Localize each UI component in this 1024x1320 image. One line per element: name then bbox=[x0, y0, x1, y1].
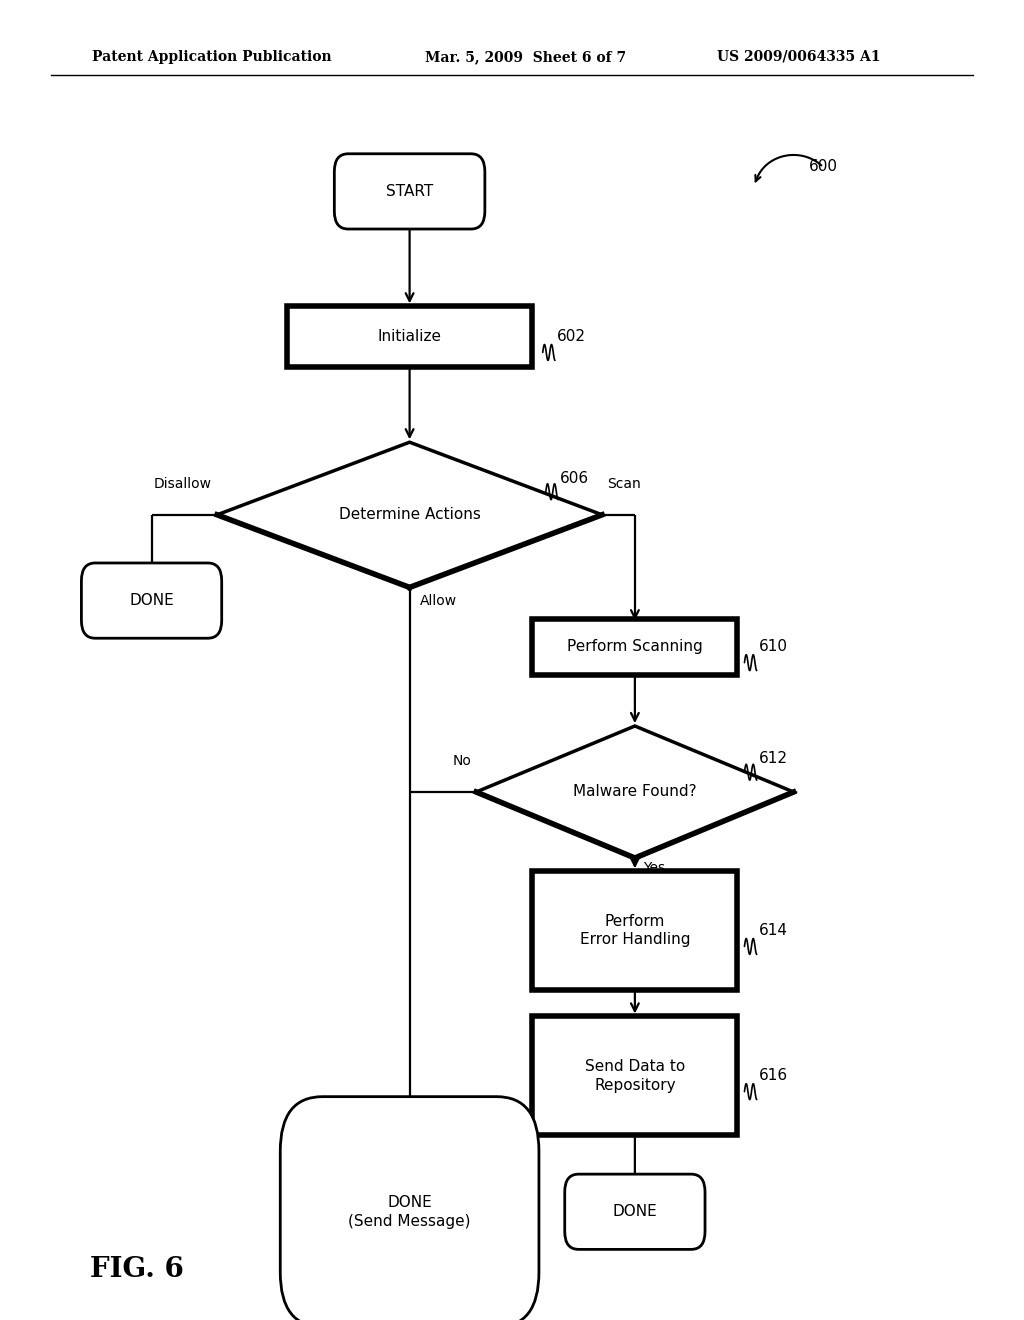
Text: START: START bbox=[386, 183, 433, 199]
Text: 602: 602 bbox=[557, 329, 586, 345]
Polygon shape bbox=[476, 726, 794, 858]
Text: No: No bbox=[453, 754, 471, 768]
Text: DONE
(Send Message): DONE (Send Message) bbox=[348, 1195, 471, 1229]
FancyBboxPatch shape bbox=[565, 1175, 705, 1249]
Text: Allow: Allow bbox=[420, 594, 457, 609]
Text: 610: 610 bbox=[759, 639, 787, 655]
Text: FIG. 6: FIG. 6 bbox=[90, 1257, 184, 1283]
Text: US 2009/0064335 A1: US 2009/0064335 A1 bbox=[717, 50, 881, 63]
Text: 614: 614 bbox=[759, 923, 787, 939]
Text: 606: 606 bbox=[560, 471, 589, 486]
Text: 600: 600 bbox=[809, 158, 838, 174]
Bar bbox=[532, 619, 737, 675]
Polygon shape bbox=[217, 442, 602, 587]
Text: 616: 616 bbox=[759, 1068, 787, 1084]
Text: DONE: DONE bbox=[612, 1204, 657, 1220]
Text: Patent Application Publication: Patent Application Publication bbox=[92, 50, 332, 63]
Text: Perform Scanning: Perform Scanning bbox=[567, 639, 702, 655]
Text: Mar. 5, 2009  Sheet 6 of 7: Mar. 5, 2009 Sheet 6 of 7 bbox=[425, 50, 626, 63]
Text: Perform
Error Handling: Perform Error Handling bbox=[580, 913, 690, 948]
Text: 612: 612 bbox=[759, 751, 787, 767]
Bar bbox=[532, 1016, 737, 1135]
Text: Determine Actions: Determine Actions bbox=[339, 507, 480, 523]
FancyBboxPatch shape bbox=[82, 562, 222, 638]
Text: Malware Found?: Malware Found? bbox=[573, 784, 696, 800]
Text: DONE: DONE bbox=[129, 593, 174, 609]
Bar bbox=[532, 871, 737, 990]
Text: Scan: Scan bbox=[607, 477, 641, 491]
Text: Disallow: Disallow bbox=[154, 477, 212, 491]
FancyBboxPatch shape bbox=[334, 153, 485, 230]
Text: Yes: Yes bbox=[643, 861, 666, 875]
Bar bbox=[287, 306, 532, 367]
Text: Initialize: Initialize bbox=[378, 329, 441, 345]
FancyBboxPatch shape bbox=[281, 1097, 539, 1320]
Text: Send Data to
Repository: Send Data to Repository bbox=[585, 1059, 685, 1093]
